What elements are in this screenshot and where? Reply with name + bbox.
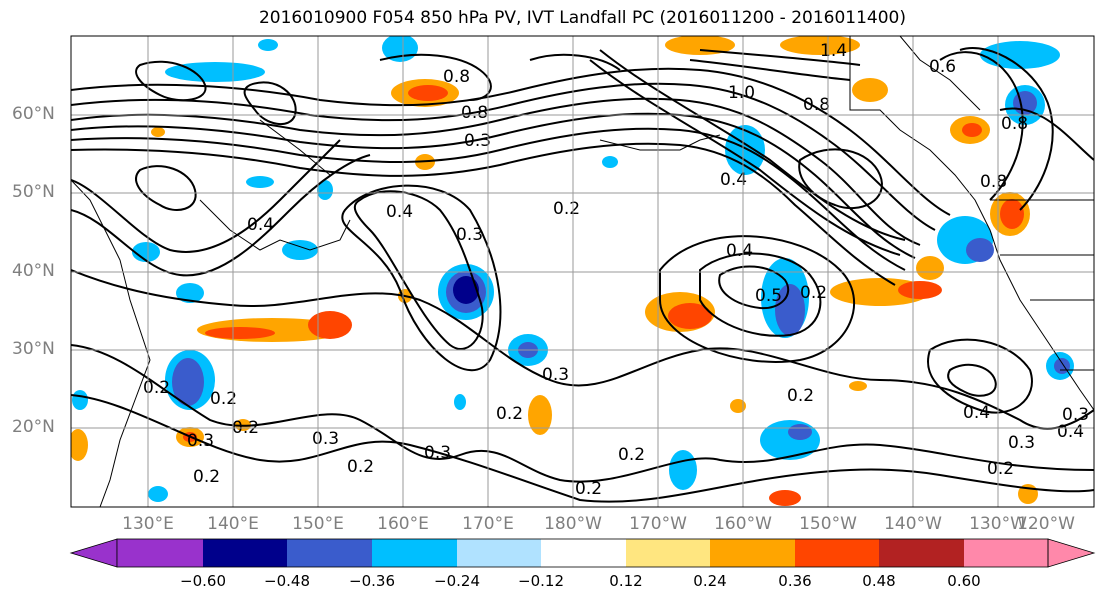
- contour-label: 0.8: [980, 172, 1007, 192]
- contour-label: 0.3: [1008, 433, 1035, 453]
- coastlines: [71, 36, 1094, 507]
- lat-label-30n: 30°N: [12, 339, 55, 359]
- contour-label: 0.2: [210, 389, 237, 409]
- contour-label: 0.3: [312, 429, 339, 449]
- contour-label: 0.2: [143, 378, 170, 398]
- contour-label: 0.2: [787, 386, 814, 406]
- colorbar-bin: [203, 539, 287, 567]
- contour-label: 0.3: [456, 225, 483, 245]
- colorbar-bin: [117, 539, 203, 567]
- lon-label-170w: 170°W: [629, 514, 687, 534]
- contour-label: 0.4: [247, 215, 274, 235]
- lon-label-130e: 130°E: [122, 514, 174, 534]
- colorbar-tick: 0.60: [947, 572, 981, 590]
- colorbar: [69, 538, 1096, 568]
- pv-shading: [71, 36, 1074, 506]
- colorbar-bin: [710, 539, 795, 567]
- contour-label: 0.8: [443, 67, 470, 87]
- colorbar-bin: [964, 539, 1048, 567]
- colorbar-bin: [372, 539, 457, 567]
- lat-label-20n: 20°N: [12, 417, 55, 437]
- contour-label: 0.8: [803, 95, 830, 115]
- contour-label: 0.4: [386, 202, 413, 222]
- contour-label: 0.2: [800, 283, 827, 303]
- colorbar-tick: −0.48: [264, 572, 310, 590]
- contour-label: 0.3: [424, 443, 451, 463]
- colorbar-bin: [626, 539, 710, 567]
- lat-label-40n: 40°N: [12, 261, 55, 281]
- colorbar-bin: [457, 539, 541, 567]
- colorbar-extend-low: [69, 538, 118, 568]
- colorbar-bin: [879, 539, 964, 567]
- contour-label: 0.2: [575, 479, 602, 499]
- contour-label: 0.4: [963, 403, 990, 423]
- contour-label: 0.8: [461, 103, 488, 123]
- contour-label: 1.0: [728, 83, 755, 103]
- colorbar-bin: [795, 539, 879, 567]
- lon-label-140e: 140°E: [207, 514, 259, 534]
- contour-label: 0.3: [542, 365, 569, 385]
- contour-label: 0.3: [464, 131, 491, 151]
- colorbar-tick: 0.36: [778, 572, 812, 590]
- lon-label-120w: 120°W: [1017, 514, 1075, 534]
- colorbar-tick: 0.24: [693, 572, 727, 590]
- contour-label: 0.4: [726, 241, 753, 261]
- pv-contours: [71, 47, 1094, 503]
- contour-label: 0.4: [1057, 422, 1084, 442]
- contour-label: 0.2: [347, 457, 374, 477]
- lat-label-50n: 50°N: [12, 182, 55, 202]
- lon-label-170e: 170°E: [462, 514, 514, 534]
- colorbar-bin: [541, 539, 626, 567]
- contour-label: 0.8: [1001, 114, 1028, 134]
- colorbar-tick: −0.24: [434, 572, 480, 590]
- colorbar-tick: 0.48: [862, 572, 896, 590]
- contour-label: 0.2: [553, 199, 580, 219]
- lon-label-150e: 150°E: [292, 514, 344, 534]
- contour-label: 0.2: [987, 459, 1014, 479]
- lon-label-140w: 140°W: [884, 514, 942, 534]
- lon-label-180w: 180°W: [544, 514, 602, 534]
- colorbar-tick: 0.12: [609, 572, 643, 590]
- lon-label-130w: 130°W: [969, 514, 1027, 534]
- lon-label-160e: 160°E: [377, 514, 429, 534]
- contour-label: 0.2: [496, 404, 523, 424]
- contour-label-group: 0.2 0.3 0.4 0.8 0.8 0.3 0.2 0.4 0.3 0.2 …: [143, 41, 1089, 499]
- contour-label: 0.2: [618, 445, 645, 465]
- contour-label: 1.4: [820, 41, 847, 61]
- contour-label: 0.4: [720, 170, 747, 190]
- contour-label: 0.3: [187, 431, 214, 451]
- map-title: 2016010900 F054 850 hPa PV, IVT Landfall…: [258, 8, 906, 28]
- colorbar-tick: −0.36: [349, 572, 395, 590]
- contour-label: 0.2: [193, 467, 220, 487]
- contour-label: 0.3: [1062, 405, 1089, 425]
- map-border: [70, 35, 1095, 508]
- lon-label-160w: 160°W: [714, 514, 772, 534]
- colorbar-tick: −0.12: [518, 572, 564, 590]
- contour-label: 0.6: [929, 57, 956, 77]
- lon-label-150w: 150°W: [799, 514, 857, 534]
- colorbar-bin: [287, 539, 372, 567]
- colorbar-tick: −0.60: [180, 572, 226, 590]
- lat-label-60n: 60°N: [12, 104, 55, 124]
- colorbar-extend-high: [1047, 538, 1096, 568]
- gridlines: [71, 36, 1094, 507]
- contour-label: 0.5: [755, 286, 782, 306]
